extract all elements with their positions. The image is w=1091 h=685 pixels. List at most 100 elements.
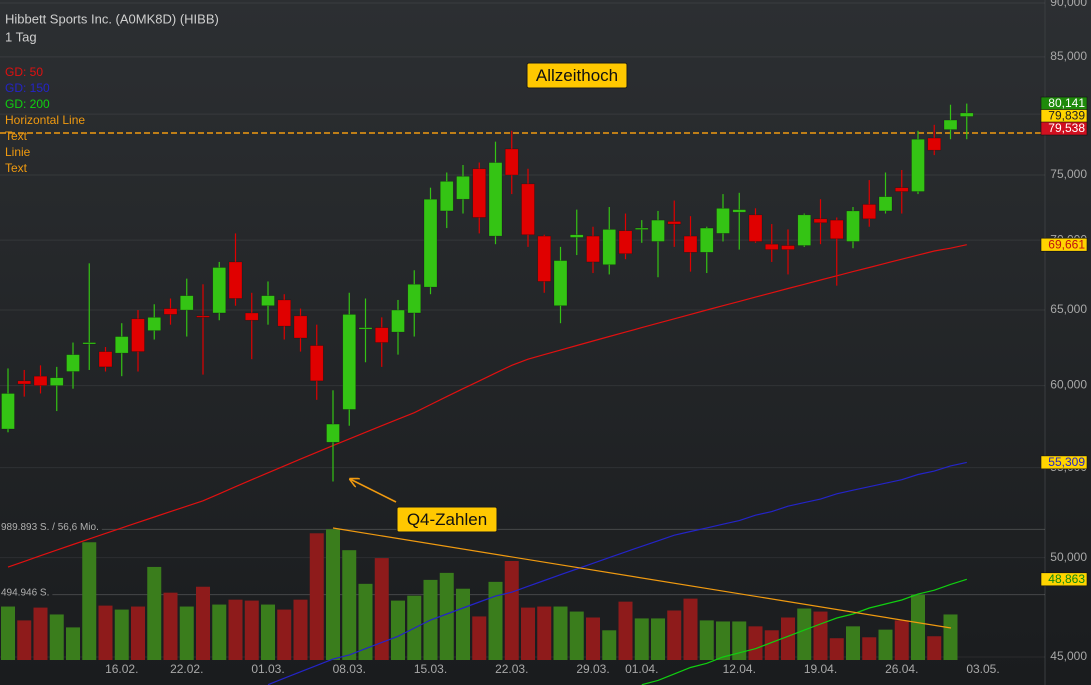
volume-bar	[504, 561, 519, 660]
candle-body	[439, 181, 454, 212]
x-tick-label: 12.04.	[723, 662, 756, 676]
candle-body	[114, 336, 129, 354]
candle-body	[651, 219, 665, 242]
candle-body	[147, 317, 162, 331]
volume-bar	[553, 606, 568, 660]
y-tick-label: 45,000	[1050, 649, 1087, 663]
candle-body	[716, 208, 730, 234]
chart-title: Hibbett Sports Inc. (A0MK8D) (HIBB)	[5, 11, 219, 26]
price-tag	[1040, 121, 1088, 136]
candle-body	[391, 309, 405, 333]
volume-bar	[1, 606, 15, 660]
volume-bar	[391, 600, 405, 660]
candle-body	[521, 183, 535, 236]
x-tick-label: 29.03.	[576, 662, 609, 676]
candle-body	[33, 375, 48, 386]
y-tick-label: 75,000	[1050, 167, 1087, 181]
candle-body	[49, 377, 64, 386]
y-tick-label: 65,000	[1050, 302, 1087, 316]
candle-body	[179, 295, 194, 311]
volume-bar	[651, 618, 665, 660]
candle-body	[17, 380, 32, 385]
candle-body	[244, 312, 259, 321]
legend-entry: GD: 50	[5, 65, 43, 79]
x-tick-label: 26.04.	[885, 662, 918, 676]
volume-bar	[829, 638, 844, 660]
candle-body	[813, 218, 828, 224]
candle-body	[374, 327, 389, 343]
candle-body	[504, 148, 519, 176]
x-tick-label: 22.03.	[495, 662, 528, 676]
volume-bar	[569, 611, 584, 660]
candle-body	[326, 423, 340, 443]
volume-bar	[33, 607, 48, 660]
price-tag-label: 55,309	[1048, 455, 1085, 469]
candle-body	[894, 187, 909, 192]
volume-bar	[683, 598, 698, 660]
candle-body	[602, 229, 617, 266]
volume-bar	[82, 542, 97, 660]
volume-bar	[472, 616, 487, 660]
candle-body	[618, 230, 633, 254]
annotation-text: Allzeithoch	[536, 66, 618, 85]
candle-body	[634, 227, 649, 230]
candle-body	[456, 175, 470, 200]
moving-average-line	[267, 461, 967, 685]
candle-body	[342, 314, 357, 410]
volume-bar	[862, 637, 877, 660]
indicator-lines	[0, 132, 1045, 685]
candle-body	[228, 261, 243, 299]
volume-bar	[358, 583, 373, 660]
price-tag	[1040, 572, 1088, 587]
price-tag-label: 79,538	[1048, 121, 1085, 135]
volume-bar	[49, 614, 64, 660]
volume-bar	[813, 611, 828, 660]
candle-body	[277, 299, 292, 327]
candle-body	[309, 345, 324, 382]
candle-body	[407, 283, 422, 314]
annotation-arrow	[350, 479, 397, 503]
candles	[1, 103, 974, 482]
candle-body	[261, 295, 275, 306]
volume-bar	[894, 620, 909, 660]
legend-entry: GD: 150	[5, 81, 50, 95]
moving-average-line	[7, 244, 967, 568]
candle-body	[764, 243, 779, 250]
volume-bar	[797, 608, 812, 660]
chart-subtitle: 1 Tag	[5, 29, 37, 44]
volume-pane: 989.893 S. / 56,6 Mio. 494.946 S.	[1, 522, 1045, 660]
volume-bar	[163, 592, 178, 660]
candle-body	[699, 227, 714, 253]
x-tick-label: 16.02.	[105, 662, 138, 676]
candle-body	[846, 210, 860, 242]
x-tick-label: 01.03.	[251, 662, 284, 676]
volume-bar	[488, 581, 503, 660]
x-tick-label: 15.03.	[414, 662, 447, 676]
price-tag-label: 69,661	[1048, 237, 1085, 251]
volume-bar	[602, 630, 617, 660]
price-tag	[1040, 237, 1088, 252]
candle-body	[797, 214, 812, 246]
candle-body	[911, 138, 925, 192]
volume-bar	[342, 550, 357, 660]
candle-body	[553, 260, 568, 306]
volume-bar	[943, 614, 958, 660]
trend-line	[332, 527, 952, 629]
volume-bar	[261, 604, 275, 660]
legend: GD: 50 GD: 150 GD: 200 Horizontal Line Text L…	[5, 65, 85, 175]
y-tick-label: 85,000	[1050, 49, 1087, 63]
candle-body	[163, 308, 178, 315]
candle-body	[732, 209, 747, 213]
volume-bar	[212, 604, 227, 660]
candle-body	[488, 162, 503, 237]
candle-body	[959, 112, 974, 117]
legend-entry: Text	[5, 129, 28, 143]
candle-body	[927, 137, 942, 151]
volume-bar	[732, 621, 747, 660]
volume-bar	[374, 558, 389, 660]
volume-bar	[179, 606, 194, 660]
price-tag-label: 79,839	[1048, 109, 1085, 123]
